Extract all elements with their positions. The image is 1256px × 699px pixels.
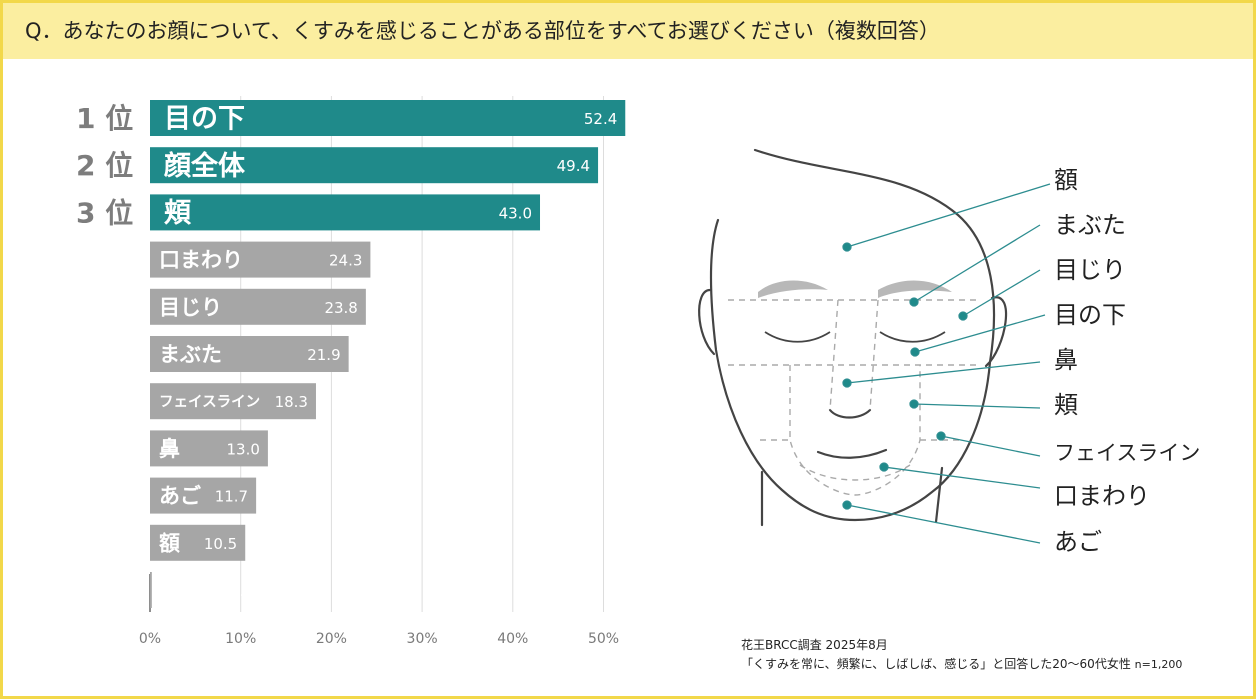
bar-chart: 0% 10% 20% 30% 40% 50% 1 位目の下 52.4 2 位顔全体 49.4 3 位… — [76, 96, 626, 647]
bar — [150, 524, 246, 561]
bar-value-label: 18.3 — [275, 393, 308, 411]
face-label-nose: 鼻 — [1054, 346, 1078, 374]
bar-value-label: 13.0 — [227, 440, 260, 458]
zone-lines — [728, 299, 980, 496]
left-eyebrow-shape — [758, 280, 828, 298]
rank-label: 3 位 — [76, 196, 133, 229]
nose-line — [828, 408, 872, 419]
bar-category-label: 目の下 — [164, 104, 245, 135]
rank-label: 1 位 — [76, 102, 133, 135]
face-label-eye-corner: 目じり — [1054, 256, 1126, 284]
left-eye-lid — [764, 331, 831, 343]
bar — [150, 383, 316, 420]
right-eye-lid — [879, 331, 946, 343]
bar-category-label: 鼻 — [159, 437, 180, 461]
bar — [150, 572, 152, 608]
bar-value-label: 43.0 — [499, 204, 532, 222]
left-ear — [698, 288, 716, 356]
bar-category-label: その他 — [162, 581, 216, 603]
bar-value-label: 0.2 — [230, 582, 254, 600]
bar-value-label: 24.3 — [329, 252, 362, 270]
bar — [150, 477, 257, 514]
face-label-chin: あご — [1054, 528, 1102, 556]
face-diagram: 額 まぶた 目じり 目の下 鼻 頬 フェイスライン 口まわり あご — [698, 148, 1200, 556]
bar — [150, 288, 366, 325]
x-tick-label: 20% — [316, 631, 347, 647]
x-tick-label: 30% — [407, 631, 438, 647]
bar-category-label: 目じり — [159, 295, 222, 319]
face-label-under-eye: 目の下 — [1054, 301, 1126, 329]
mouth-line — [816, 448, 888, 459]
source-note: 花王BRCC調査 2025年8月 「くすみを常に、頻繁に、しばしば、感じる」と回… — [741, 636, 1182, 674]
question-text: Q．あなたのお顔について、くすみを感じることがある部位をすべてお選びください（複… — [25, 19, 940, 43]
face-label-mouth: 口まわり — [1054, 482, 1150, 510]
x-tick-label: 10% — [225, 631, 256, 647]
x-tick-label: 50% — [588, 631, 619, 647]
x-tick-label: 40% — [497, 631, 528, 647]
bar-category-label: フェイスライン — [159, 394, 260, 410]
bar — [150, 100, 626, 136]
rank-label: 2 位 — [76, 149, 133, 182]
neck-right — [934, 466, 944, 524]
face-label-faceline: フェイスライン — [1054, 441, 1200, 465]
bar-category-label: 頬 — [164, 198, 192, 229]
face-label-cheek: 頬 — [1054, 391, 1078, 419]
right-eyebrow-shape — [878, 280, 952, 298]
x-tick-label: 0% — [139, 631, 161, 647]
bar-value-label: 23.8 — [324, 299, 357, 317]
face-outline — [709, 148, 996, 522]
bar-category-label: 口まわり — [159, 248, 243, 272]
bar-category-label: 顔全体 — [163, 150, 246, 182]
bar-value-label: 21.9 — [307, 346, 340, 364]
bar — [150, 194, 541, 231]
bar-value-label: 10.5 — [204, 535, 237, 553]
face-label-eyelid: まぶた — [1054, 211, 1126, 239]
bar — [150, 147, 599, 184]
bar — [150, 430, 268, 467]
source-description: 「くすみを常に、頻繁に、しばしば、感じる」と回答した20～60代女性 — [741, 657, 1131, 671]
sample-size: n=1,200 — [1134, 658, 1183, 671]
face-label-forehead: 額 — [1054, 166, 1078, 194]
question-header: Q．あなたのお顔について、くすみを感じることがある部位をすべてお選びください（複… — [3, 3, 1253, 59]
bar-category-label: まぶた — [159, 343, 222, 367]
bar — [150, 336, 349, 372]
bar-value-label: 49.4 — [557, 157, 590, 175]
source-line-2: 「くすみを常に、頻繁に、しばしば、感じる」と回答した20～60代女性 n=1,2… — [741, 655, 1182, 674]
bar — [150, 241, 371, 278]
bar-category-label: あご — [159, 484, 201, 508]
bar-value-label: 11.7 — [215, 488, 248, 506]
bar-category-label: 額 — [158, 531, 180, 555]
right-ear — [984, 296, 1008, 368]
bar-value-label: 52.4 — [584, 110, 617, 128]
source-line-1: 花王BRCC調査 2025年8月 — [741, 638, 888, 652]
